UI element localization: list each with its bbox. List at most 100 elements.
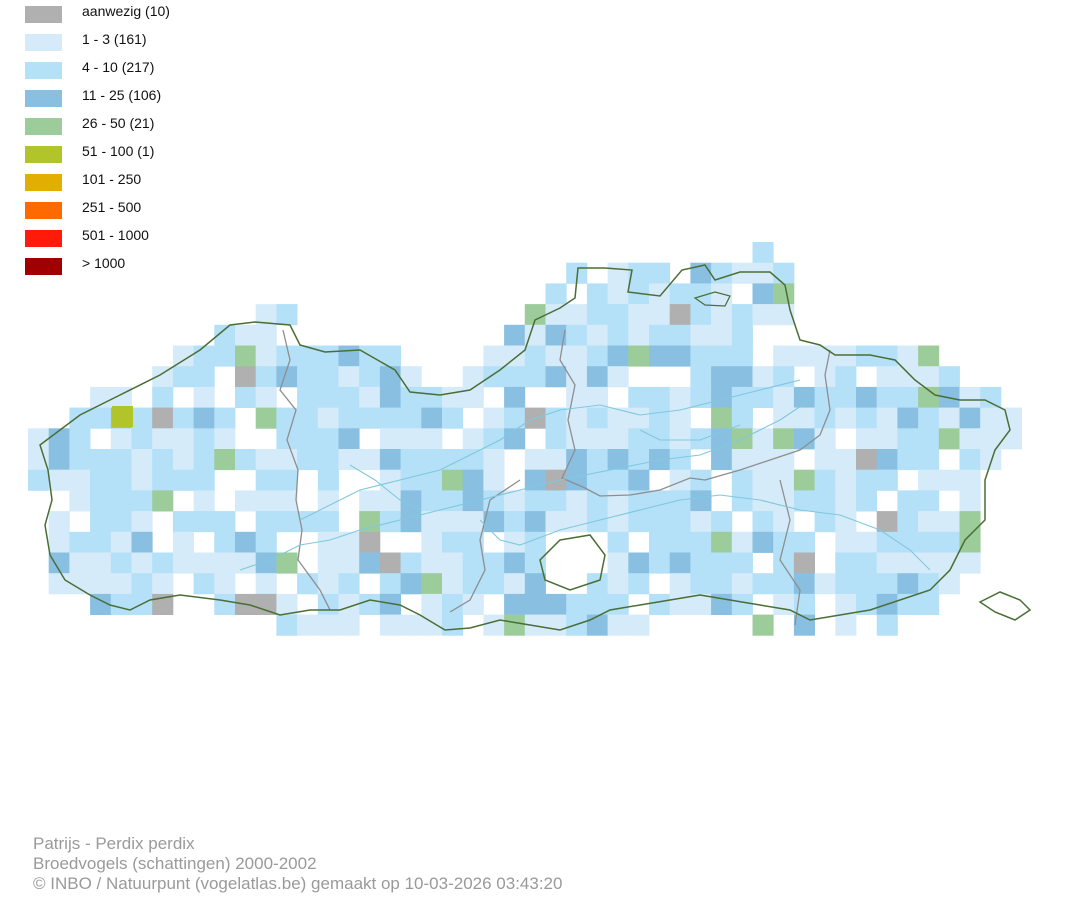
grid-cell (255, 593, 277, 615)
grid-cell (814, 573, 836, 595)
grid-cell (152, 386, 174, 408)
grid-cell (814, 449, 836, 471)
grid-cell (607, 283, 629, 305)
grid-cell (607, 449, 629, 471)
grid-cell (48, 511, 70, 533)
grid-cell (773, 283, 795, 305)
grid-cell (442, 531, 464, 553)
grid-cell (918, 366, 940, 388)
grid-cell (524, 593, 546, 615)
grid-cell (628, 614, 650, 636)
grid-cell (876, 614, 898, 636)
grid-cell (152, 490, 174, 512)
dataset-subtitle: Broedvogels (schattingen) 2000-2002 (33, 854, 317, 873)
grid-cell (897, 490, 919, 512)
grid-cell (711, 345, 733, 367)
grid-cell (566, 407, 588, 429)
grid-cell (255, 531, 277, 553)
grid-cell (214, 345, 236, 367)
grid-cell (897, 386, 919, 408)
grid-cell (897, 552, 919, 574)
grid-cell (959, 552, 981, 574)
grid-cell (338, 593, 360, 615)
grid-cell (28, 428, 50, 450)
grid-cell (731, 490, 753, 512)
grid-cell (172, 449, 194, 471)
grid-cell (793, 345, 815, 367)
grid-cell (400, 511, 422, 533)
grid-cell (442, 490, 464, 512)
grid-cell (731, 304, 753, 326)
grid-cell (649, 262, 671, 284)
grid-cell (483, 573, 505, 595)
grid-cell (462, 511, 484, 533)
grid-cell (752, 573, 774, 595)
grid-cell (400, 407, 422, 429)
grid-cell (856, 428, 878, 450)
grid-cell (628, 386, 650, 408)
grid-cell (607, 262, 629, 284)
grid-cell (110, 552, 132, 574)
grid-cell (607, 531, 629, 553)
grid-cell (235, 386, 257, 408)
grid-cell (297, 386, 319, 408)
grid-cell (876, 386, 898, 408)
grid-cell (607, 428, 629, 450)
grid-cell (669, 283, 691, 305)
grid-cell (669, 531, 691, 553)
grid-cell (69, 449, 91, 471)
grid-cell (649, 593, 671, 615)
grid-cell (752, 449, 774, 471)
grid-cell (421, 614, 443, 636)
grid-cell (773, 449, 795, 471)
legend-label: 26 - 50 (21) (82, 115, 155, 131)
grid-cell (586, 304, 608, 326)
grid-cell (918, 386, 940, 408)
grid-cell (731, 552, 753, 574)
grid-cell (959, 490, 981, 512)
grid-cell (586, 345, 608, 367)
grid-cell (773, 511, 795, 533)
grid-cell (690, 283, 712, 305)
grid-cell (255, 324, 277, 346)
grid-cell (152, 428, 174, 450)
grid-cell (69, 573, 91, 595)
grid-cell (110, 469, 132, 491)
grid-cell (856, 490, 878, 512)
grid-cell (359, 386, 381, 408)
legend-label: 1 - 3 (161) (82, 31, 147, 47)
legend-swatch (25, 6, 62, 23)
grid-cell (317, 366, 339, 388)
grid-cell (462, 490, 484, 512)
grid-cell (835, 449, 857, 471)
rivers (239, 379, 931, 571)
grid-cell (773, 304, 795, 326)
grid-cell (524, 324, 546, 346)
grid-cell (90, 449, 112, 471)
grid-cell (690, 304, 712, 326)
grid-cell (338, 407, 360, 429)
grid-cell (317, 531, 339, 553)
grid-cell (400, 386, 422, 408)
grid-cell (545, 490, 567, 512)
grid-cell (814, 490, 836, 512)
grid-cell (959, 407, 981, 429)
grid-cell (814, 511, 836, 533)
grid-cell (338, 552, 360, 574)
grid-cell (504, 511, 526, 533)
grid-cell (835, 366, 857, 388)
grid-cell (980, 428, 1002, 450)
grid-cell (483, 614, 505, 636)
grid-cell (731, 469, 753, 491)
grid-cell (793, 386, 815, 408)
grid-cell (69, 552, 91, 574)
grid-cell (235, 449, 257, 471)
grid-cell (773, 345, 795, 367)
grid-cell (379, 511, 401, 533)
grid-cell (566, 386, 588, 408)
grid-cell (255, 345, 277, 367)
grid-cell (980, 449, 1002, 471)
grid-cell (545, 283, 567, 305)
grid-cell (276, 552, 298, 574)
grid-cell (773, 428, 795, 450)
